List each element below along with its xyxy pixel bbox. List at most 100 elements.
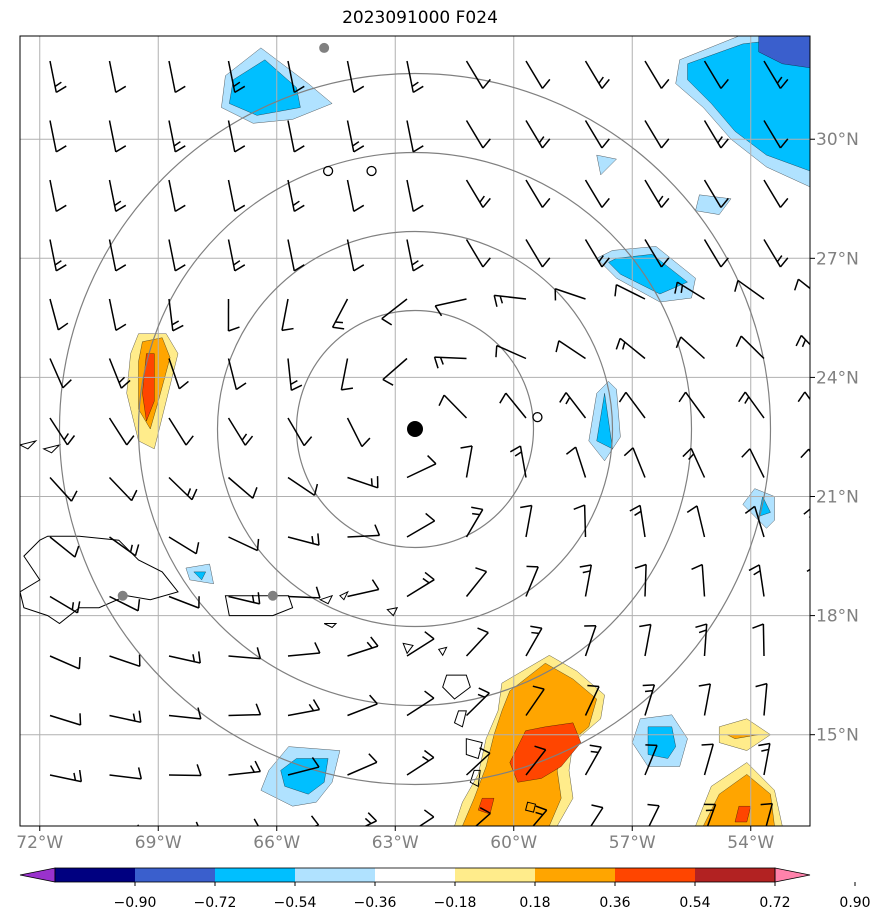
wind-barb [698,683,712,716]
shaded-region [608,254,688,295]
wind-barb [559,392,587,419]
wind-barb [797,391,810,403]
wind-barb [584,239,610,268]
wind-barb [460,445,473,478]
coastline [442,674,471,700]
colorbar-tick-label: 0.18 [519,895,550,911]
wind-barb [525,565,539,597]
wind-barb [584,120,610,149]
wind-barb [800,448,810,459]
wind-barb [695,623,708,657]
wind-barb [228,760,261,776]
wind-barb [347,753,378,776]
wind-barb [803,508,810,519]
shaded-region [734,805,752,823]
wind-barb [465,239,491,268]
wind-barb [555,340,586,360]
wind-barb [465,627,489,657]
wind-barb [109,710,142,724]
longitude-tick-label: 57°W [609,833,656,853]
latitude-tick-label: 24°N [816,368,859,388]
wind-barb [525,120,551,149]
wind-barb [763,120,789,149]
wind-barb [678,391,706,419]
wind-barb [49,60,67,94]
wind-barb [734,279,765,300]
wind-barb [795,334,810,348]
coastline [435,842,451,854]
shaded-region [229,59,301,116]
wind-barb [168,60,186,94]
wind-barb [565,446,587,478]
wind-barb [644,179,670,208]
wind-barb [639,623,652,657]
wind-barb [49,769,83,783]
wind-barb [108,417,135,446]
wind-barb [691,563,706,597]
wind-barb [806,568,810,572]
longitude-tick-label: 69°W [135,833,182,853]
wind-barb [493,294,527,307]
colorbar-tick-label: 0.90 [839,895,870,911]
wind-barb [525,179,551,208]
wind-barb [228,647,262,660]
wind-barb [287,120,305,153]
wind-barb [49,239,67,272]
wind-barb [49,595,81,614]
longitude-axis: 72°W 69°W 66°W 63°W 60°W 57°W 54°W [16,826,774,853]
wind-barb [584,60,610,89]
wind-barb [752,623,765,657]
wind-barb [465,60,491,89]
wind-barb [682,447,706,478]
wind-barb [701,743,714,776]
latitude-tick-label: 18°N [816,607,859,627]
map-title: 2023091000 F024 [342,8,498,28]
storm-center-marker [407,421,423,438]
wind-barb [347,579,380,598]
latitude-tick-label: 15°N [816,726,859,746]
wind-barb [406,60,424,94]
wind-barb [49,179,67,213]
calm-wind-marker [366,165,377,177]
colorbar-tick-label: −0.36 [354,895,397,911]
wind-barb [331,298,349,330]
ring-marker [267,590,278,601]
wind-barb [347,636,379,657]
coastline [42,443,62,454]
wind-barb [281,298,294,332]
wind-barb [49,298,69,331]
wind-barb [465,179,491,208]
colorbar-segment [295,868,375,882]
latitude-tick-label: 30°N [816,130,859,150]
wind-barb [618,391,646,419]
range-ring [137,151,693,707]
coastline [402,642,414,655]
wind-barb [347,476,379,489]
wind-barb [532,805,548,826]
wind-barb [49,358,72,389]
wind-barb [465,120,491,149]
range-ring [58,72,772,786]
shaded-region [758,36,810,69]
wind-barb [703,803,717,826]
colorbar-tick-label: −0.54 [274,895,317,911]
range-ring [295,309,535,549]
wind-barb [763,60,789,89]
wind-barb [406,179,424,213]
wind-barb [168,417,194,446]
coastline [524,801,537,813]
wind-barb [703,60,729,89]
coastline [437,646,448,657]
wind-barb [287,586,321,599]
wind-barb [465,747,491,776]
wind-barb [509,445,527,478]
wind-barb [287,179,305,213]
longitude-tick-label: 66°W [253,833,300,853]
wind-barb [474,807,491,826]
colorbar-tick-label: 0.36 [599,895,630,911]
wind-barb [675,336,706,360]
wind-barb [168,358,189,390]
wind-barb [590,804,604,826]
wind-barb [642,684,656,716]
